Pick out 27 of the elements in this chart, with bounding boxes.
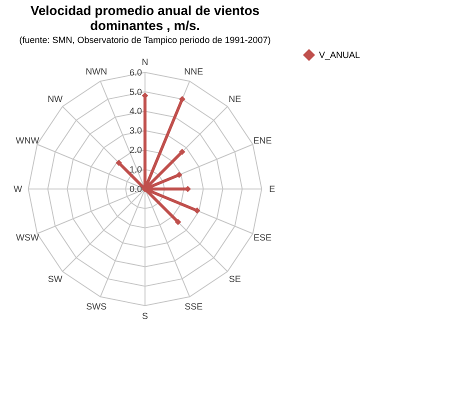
y-tick-label: 5.0 bbox=[129, 86, 142, 97]
spoke-label: WSW bbox=[16, 232, 40, 243]
legend-label: V_ANUAL bbox=[319, 50, 360, 60]
spoke-label: NNE bbox=[184, 66, 204, 77]
spoke-label: E bbox=[269, 184, 276, 194]
spoke-label: SE bbox=[228, 274, 241, 284]
chart-subtitle: (fuente: SMN, Observatorio de Tampico periodo de 1991-2007) bbox=[19, 35, 271, 45]
spoke-label: S bbox=[142, 311, 148, 322]
spoke-label: W bbox=[14, 184, 23, 194]
y-tick-label: 6.0 bbox=[129, 67, 142, 78]
y-tick-label: 0.0 bbox=[129, 184, 142, 194]
spoke-label: SW bbox=[48, 274, 63, 284]
y-tick-label: 4.0 bbox=[129, 106, 142, 116]
y-tick-label: 2.0 bbox=[129, 145, 142, 156]
spoke-label: N bbox=[142, 56, 148, 67]
spoke-label: NE bbox=[228, 94, 242, 104]
text: Velocidad promedio anual de vientos bbox=[30, 3, 260, 18]
spoke-label: ESE bbox=[253, 232, 272, 243]
spoke-label: ENE bbox=[253, 135, 272, 146]
spoke-label: WNW bbox=[16, 135, 40, 146]
text: dominantes , m/s. bbox=[90, 18, 200, 33]
spoke-label: SSE bbox=[184, 301, 203, 312]
y-tick-label: 1.0 bbox=[129, 164, 142, 175]
spoke-label: NWN bbox=[86, 66, 108, 77]
y-tick-label: 3.0 bbox=[129, 126, 142, 136]
spoke-label: SWS bbox=[86, 301, 107, 312]
spoke-label: NW bbox=[48, 94, 64, 104]
